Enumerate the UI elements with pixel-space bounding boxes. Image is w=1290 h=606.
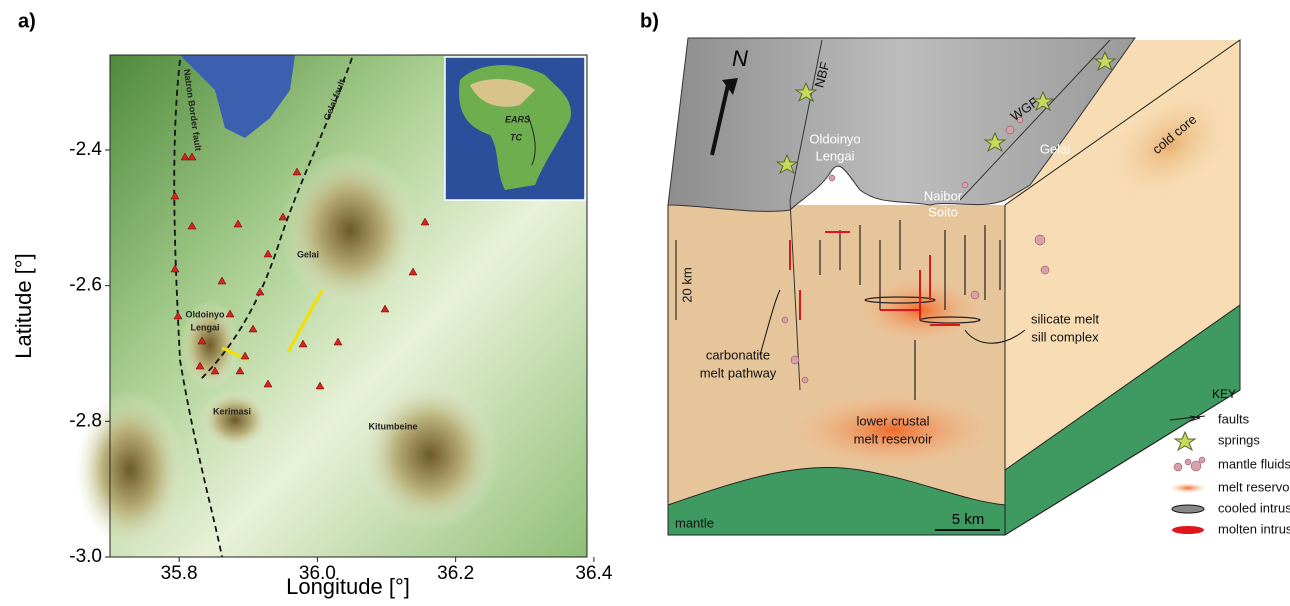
- y-tick-label: -3.0: [69, 546, 102, 567]
- inset-label: TC: [510, 132, 522, 142]
- map-label: Gelai: [297, 249, 319, 259]
- panel-label: a): [18, 10, 36, 32]
- key-item: mantle fluids: [1218, 456, 1290, 471]
- annotation: 20 km: [679, 267, 694, 302]
- inset-label: EARS: [505, 114, 530, 124]
- annotation: sill complex: [1031, 329, 1099, 344]
- annotation: melt pathway: [700, 365, 777, 380]
- annotation: melt reservoir: [854, 431, 933, 446]
- x-tick-label: 36.0: [299, 563, 336, 584]
- north-arrow: N: [732, 46, 748, 71]
- map-label: Oldoinyo: [186, 309, 225, 319]
- key-item: melt reservoir: [1218, 479, 1290, 494]
- map-label: Kerimasi: [213, 406, 251, 416]
- place-label: Gelai: [1040, 141, 1070, 156]
- y-tick-label: -2.4: [69, 139, 102, 160]
- key-item: molten intrusion: [1218, 521, 1290, 536]
- map: EARS TC Natron Border fault Gelai fault …: [75, 55, 587, 557]
- map-label: Kitumbeine: [368, 421, 417, 431]
- key-item: springs: [1218, 432, 1260, 447]
- place-label: Oldoinyo: [809, 131, 860, 146]
- figure: a) EARS TC Natron Border fault Gelai fau…: [0, 0, 1290, 601]
- annotation: mantle: [675, 515, 714, 530]
- map-label: Lengai: [190, 322, 219, 332]
- panel-label: b): [640, 10, 659, 32]
- y-tick-label: -2.8: [69, 410, 102, 431]
- y-axis-label: Latitude [°]: [11, 253, 36, 358]
- x-tick-label: 36.4: [575, 563, 612, 584]
- scale-label: 5 km: [952, 511, 985, 528]
- key-item: cooled intrusion: [1218, 500, 1290, 515]
- place-label: Soito: [928, 204, 958, 219]
- annotation: silicate melt: [1031, 311, 1099, 326]
- y-tick-label: -2.6: [69, 275, 102, 296]
- block-diagram: N NBF WGF Oldoinyo Lengai Gelai Naibor S…: [668, 38, 1253, 535]
- x-tick-label: 35.8: [161, 563, 198, 584]
- annotation: carbonatite: [706, 347, 770, 362]
- place-label: Lengai: [815, 148, 854, 163]
- x-tick-label: 36.2: [437, 563, 474, 584]
- annotation: lower crustal: [857, 413, 930, 428]
- place-label: Naibor: [924, 188, 963, 203]
- key-item: faults: [1218, 411, 1250, 426]
- key-title: KEY: [1212, 387, 1236, 401]
